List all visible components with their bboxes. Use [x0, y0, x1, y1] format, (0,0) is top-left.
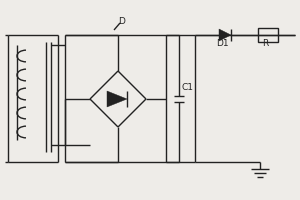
Text: D: D [118, 18, 125, 26]
Text: R: R [262, 38, 268, 47]
Polygon shape [107, 91, 127, 107]
Text: D1: D1 [216, 38, 228, 47]
Text: C1: C1 [182, 82, 194, 92]
Bar [258, 28, 278, 42]
Polygon shape [219, 29, 231, 41]
